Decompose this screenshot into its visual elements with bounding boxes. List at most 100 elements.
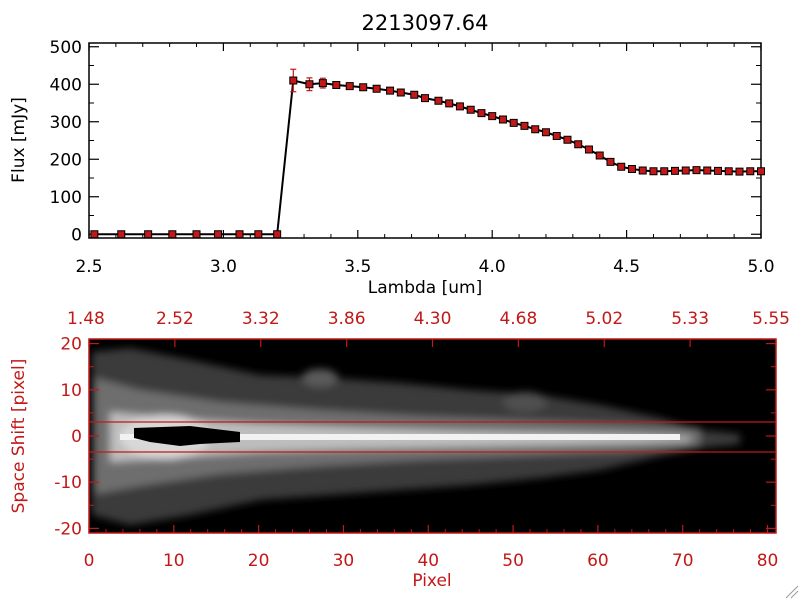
image-y-tick-label: -20 [54, 519, 82, 539]
image-top-tick-label: 2.52 [156, 309, 194, 329]
image-x-tick-label: 20 [248, 551, 270, 571]
spectrum-data-point [396, 88, 405, 97]
spectrum-data-point [617, 162, 626, 171]
heatmap-saturated-region [134, 426, 240, 446]
spectrum-data-point [649, 167, 658, 176]
image-y-ticks: -20 -10 0 10 20 [54, 335, 776, 539]
spectrum-data-point [117, 230, 126, 239]
heatmap-spine [120, 434, 680, 440]
spectrum-plot-frame [88, 42, 762, 239]
spectrum-y-tick-label: 0 [71, 225, 82, 245]
spectrum-data-point [477, 109, 486, 118]
spectrum-data-point [445, 99, 454, 108]
spectrum-data-point [305, 80, 314, 89]
image-top-tick-label: 4.68 [499, 309, 537, 329]
spectrum-data-point [681, 166, 690, 175]
image-y-axis-label: Space Shift [pixel] [9, 359, 29, 514]
image-x-tick-label: 70 [672, 551, 694, 571]
image-top-wavelength-ticks: 1.48 2.52 3.32 3.86 4.30 4.68 5.02 5.33 5.55 [67, 309, 790, 347]
spectrum-series-line [94, 79, 761, 236]
spectrum-data-point [703, 166, 712, 175]
spectrum-x-tick-label: 3.5 [344, 257, 371, 277]
spectrum-data-point [455, 102, 464, 111]
image-x-axis-label: Pixel [412, 571, 451, 591]
resize-grip-icon[interactable] [785, 585, 799, 599]
spectrum-x-tick-label: 3.0 [210, 257, 237, 277]
spectrum-data-point [552, 132, 561, 140]
spectrum-data-point [627, 165, 636, 173]
spectrum-data-point [638, 166, 647, 175]
spectrum-data-point [332, 81, 341, 89]
spectrum-data-point [345, 82, 354, 91]
spectrum-x-tick-label: 2.5 [75, 257, 102, 277]
spectrum-x-tick-label: 4.0 [479, 257, 506, 277]
image-y-tick-label: 10 [60, 381, 82, 401]
spectrum-x-ticks: 2.5 3.0 3.5 4.0 4.5 5.0 [75, 43, 775, 277]
heatmap-clump-right [503, 392, 547, 412]
image-x-tick-label: 30 [333, 551, 355, 571]
image-y-tick-label: -10 [54, 473, 82, 493]
image-top-tick-label: 5.02 [585, 309, 623, 329]
spectrum-data-point [520, 121, 529, 130]
spectrum-data-point [509, 118, 518, 127]
spectrum-data-point [606, 157, 615, 166]
spectrum-data-point [318, 79, 327, 88]
spectrum-data-point [214, 230, 223, 239]
spectrum-panel: 2213097.64 2.5 3.0 3.5 4.0 4.5 5.0 0 100 200 300… [9, 11, 775, 298]
spectrum-data-point [498, 115, 507, 124]
spectrum-data-point [541, 128, 550, 137]
image-x-tick-label: 0 [84, 551, 95, 571]
image-x-ticks: 0 10 20 30 40 50 60 70 80 [84, 525, 779, 571]
spectrum-data-point [531, 125, 540, 134]
spectrum-data-point [713, 166, 722, 175]
spectrum-data-point [90, 230, 99, 239]
spectrum-y-tick-label: 400 [50, 75, 82, 95]
image-x-tick-label: 80 [757, 551, 779, 571]
image-x-tick-label: 50 [502, 551, 524, 571]
image-top-tick-label: 3.86 [328, 309, 366, 329]
spectrum-y-axis-label: Flux [mJy] [9, 97, 29, 183]
spectrum-data-point [273, 230, 282, 239]
spectrum-data-point [595, 151, 604, 160]
spectrum-data-point [192, 230, 201, 239]
spectrum-data-point [488, 112, 497, 121]
spectrum-y-tick-label: 500 [50, 38, 82, 58]
spectrum-data-point [410, 90, 419, 99]
spectrum-y-ticks: 0 100 200 300 400 500 [50, 38, 761, 245]
spectrum-x-tick-label: 4.5 [613, 257, 640, 277]
spectrum-y-tick-label: 200 [50, 150, 82, 170]
image-top-tick-label: 4.30 [414, 309, 452, 329]
spectrum-y-tick-label: 300 [50, 113, 82, 133]
spectrum-data-point [235, 230, 244, 239]
spectrum-x-axis-label: Lambda [um] [368, 278, 482, 298]
spectrum-data-point [692, 166, 701, 175]
spectrum-data-point [735, 167, 744, 176]
heatmap-clump-upper [302, 369, 338, 387]
spectrum-x-tick-label: 5.0 [747, 257, 774, 277]
image-x-tick-label: 10 [163, 551, 185, 571]
spectrum-data-point [289, 76, 298, 85]
image-y-tick-label: 20 [60, 335, 82, 355]
image-x-tick-label: 40 [417, 551, 439, 571]
spectrum-data-point [254, 230, 263, 239]
spectrum-data-point [724, 167, 733, 176]
spectrum-data-point [359, 83, 368, 92]
image-x-tick-label: 60 [587, 551, 609, 571]
spectrum-data-point [168, 230, 177, 239]
image-panel: 0 10 20 30 40 50 60 70 80 1.48 2.52 3.32 3.86 4.30 4.… [9, 309, 790, 591]
spectrum-data-point [563, 135, 572, 144]
spectrum-data-point [421, 94, 429, 103]
spectrum-data-point [660, 167, 669, 176]
image-top-tick-label: 1.48 [67, 309, 105, 329]
image-top-tick-label: 5.55 [752, 309, 790, 329]
image-top-tick-label: 3.32 [242, 309, 280, 329]
spectrum-data-point [386, 86, 395, 95]
spectrum-data-point [757, 167, 765, 176]
spectrum-data-point [434, 96, 443, 105]
spectrum-y-tick-label: 100 [50, 188, 82, 208]
image-top-tick-label: 5.33 [671, 309, 709, 329]
image-y-tick-label: 0 [71, 427, 82, 447]
spectrum-image-heatmap [89, 339, 776, 533]
spectrum-data-point [372, 84, 381, 93]
